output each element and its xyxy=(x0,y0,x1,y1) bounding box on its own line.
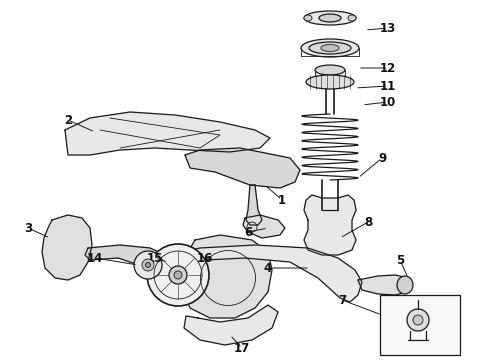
Ellipse shape xyxy=(174,271,182,279)
Polygon shape xyxy=(243,215,285,238)
Text: 11: 11 xyxy=(380,80,396,93)
Ellipse shape xyxy=(348,15,356,21)
Ellipse shape xyxy=(301,39,359,57)
Ellipse shape xyxy=(134,251,162,279)
Ellipse shape xyxy=(319,14,341,22)
Ellipse shape xyxy=(309,42,351,54)
Text: 8: 8 xyxy=(364,216,372,229)
Ellipse shape xyxy=(321,45,339,51)
Ellipse shape xyxy=(142,259,154,271)
Text: 4: 4 xyxy=(264,261,272,274)
Text: 15: 15 xyxy=(147,252,163,265)
Ellipse shape xyxy=(304,15,312,21)
Ellipse shape xyxy=(315,65,345,75)
Text: 1: 1 xyxy=(278,194,286,207)
Polygon shape xyxy=(168,245,362,302)
Polygon shape xyxy=(246,185,262,225)
Ellipse shape xyxy=(175,251,195,265)
Text: 2: 2 xyxy=(64,113,72,126)
Ellipse shape xyxy=(413,315,423,325)
Ellipse shape xyxy=(306,75,354,89)
Ellipse shape xyxy=(169,266,187,284)
Text: 10: 10 xyxy=(380,95,396,108)
Polygon shape xyxy=(185,148,300,188)
Ellipse shape xyxy=(147,244,209,306)
Polygon shape xyxy=(42,215,92,280)
Text: 3: 3 xyxy=(24,221,32,234)
FancyBboxPatch shape xyxy=(380,295,460,355)
Ellipse shape xyxy=(304,11,356,25)
Polygon shape xyxy=(85,245,168,268)
Ellipse shape xyxy=(146,262,150,267)
Text: 12: 12 xyxy=(380,62,396,75)
Ellipse shape xyxy=(407,309,429,331)
Text: 14: 14 xyxy=(87,252,103,265)
Polygon shape xyxy=(358,275,412,295)
Text: 13: 13 xyxy=(380,22,396,35)
Polygon shape xyxy=(65,112,270,155)
Text: 7: 7 xyxy=(338,293,346,306)
Polygon shape xyxy=(304,195,356,255)
Text: 9: 9 xyxy=(378,152,386,165)
Text: 17: 17 xyxy=(234,342,250,355)
Text: 16: 16 xyxy=(197,252,213,265)
Polygon shape xyxy=(182,235,272,318)
Ellipse shape xyxy=(397,276,413,294)
Text: 6: 6 xyxy=(244,225,252,238)
Text: 5: 5 xyxy=(396,253,404,266)
Polygon shape xyxy=(184,305,278,345)
